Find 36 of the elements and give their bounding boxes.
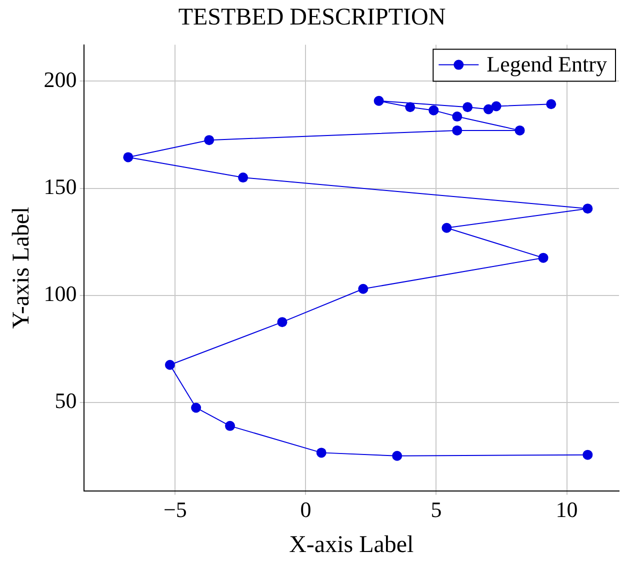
point — [358, 284, 368, 294]
x-tick-label: −5 — [163, 496, 187, 522]
point — [277, 317, 288, 328]
point — [204, 135, 214, 146]
point — [491, 101, 502, 112]
point — [374, 96, 384, 106]
point — [442, 222, 452, 233]
point — [462, 102, 473, 112]
y-tick-label: 100 — [44, 281, 77, 306]
y-tick-label: 50 — [54, 388, 77, 414]
point — [483, 104, 494, 114]
x-axis-title: X-axis Label — [289, 532, 414, 558]
point — [582, 204, 593, 214]
point — [238, 172, 248, 183]
y-tick-label: 150 — [44, 174, 77, 200]
point — [405, 102, 416, 112]
legend-label: Legend Entry — [486, 52, 608, 77]
point — [191, 402, 202, 413]
point — [164, 360, 175, 370]
y-axis-title: Y-axis Label — [8, 206, 35, 329]
point — [514, 125, 525, 136]
point — [316, 448, 326, 458]
point — [428, 105, 439, 116]
point — [392, 450, 402, 461]
x-tick-label: 10 — [556, 496, 578, 522]
point — [582, 450, 593, 460]
point — [538, 252, 548, 263]
point — [123, 152, 134, 162]
point — [225, 420, 235, 431]
y-tick-label: 200 — [44, 66, 77, 92]
point — [546, 99, 556, 110]
point — [452, 125, 462, 136]
x-tick-label: 5 — [430, 496, 442, 522]
x-tick-label: 0 — [300, 496, 312, 522]
point — [452, 112, 462, 122]
chart-title: TESTBED DESCRIPTION — [178, 4, 446, 31]
